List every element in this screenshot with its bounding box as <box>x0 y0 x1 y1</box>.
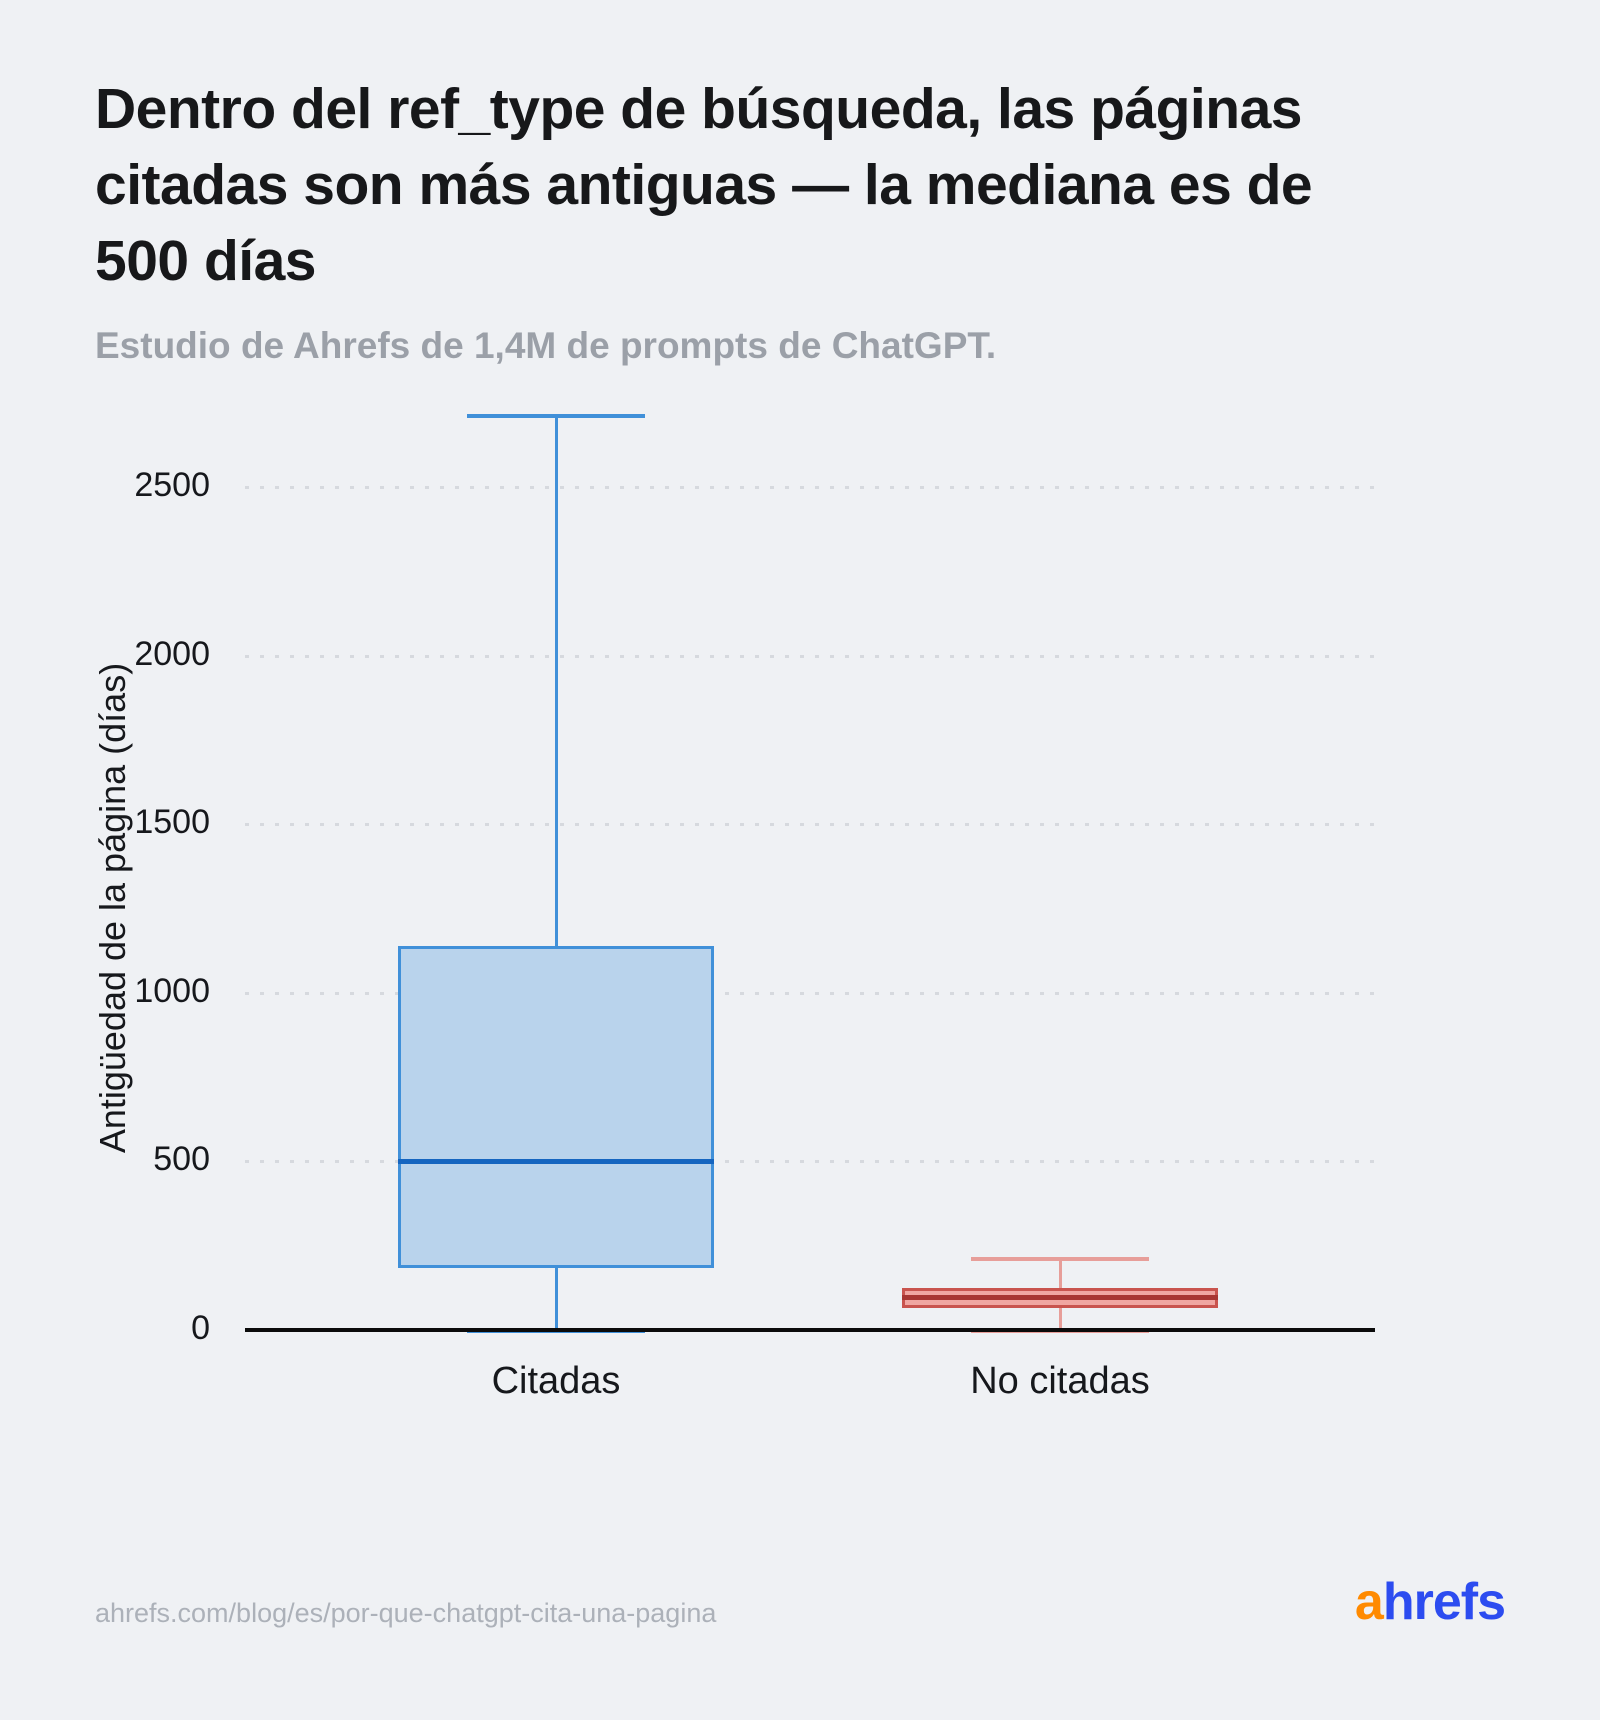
gridline-1000 <box>245 991 1375 995</box>
y-tick-label: 1500 <box>134 803 210 842</box>
chart-header: Dentro del ref_type de búsqueda, las pág… <box>95 72 1415 367</box>
box-iqr <box>398 945 714 1268</box>
y-tick-label: 0 <box>191 1309 210 1347</box>
chart-title: Dentro del ref_type de búsqueda, las pág… <box>95 77 1313 293</box>
y-tick-label: 1000 <box>134 971 210 1010</box>
whisker-line-upper <box>1058 1259 1062 1288</box>
y-tick-label: 2000 <box>134 634 210 673</box>
category-label: Citadas <box>491 1360 621 1402</box>
whisker-cap-upper <box>467 414 645 419</box>
category-label: No citadas <box>970 1360 1150 1402</box>
gridline-2000 <box>245 654 1375 658</box>
gridline-500 <box>245 1160 1375 1164</box>
gridline-1500 <box>245 823 1375 827</box>
gridline-2500 <box>245 486 1375 489</box>
median-line <box>398 1158 714 1164</box>
whisker-line-upper <box>554 416 558 946</box>
y-tick-label: 2500 <box>134 466 210 504</box>
ahrefs-logo: ahrefs <box>1354 1572 1506 1632</box>
whisker-cap-upper <box>971 1257 1149 1262</box>
x-axis-line <box>245 1328 1375 1332</box>
whisker-line-lower <box>554 1267 558 1330</box>
ahrefs-logo-a: a <box>1354 1573 1384 1631</box>
y-tick-label: 500 <box>153 1140 210 1179</box>
chart-subtitle: Estudio de Ahrefs de 1,4M de prompts de … <box>95 325 997 367</box>
whisker-line-lower <box>1058 1308 1062 1330</box>
median-line <box>902 1295 1218 1301</box>
source-url: ahrefs.com/blog/es/por-que-chatgpt-cita-… <box>95 1598 717 1628</box>
ahrefs-logo-rest: hrefs <box>1382 1573 1506 1631</box>
